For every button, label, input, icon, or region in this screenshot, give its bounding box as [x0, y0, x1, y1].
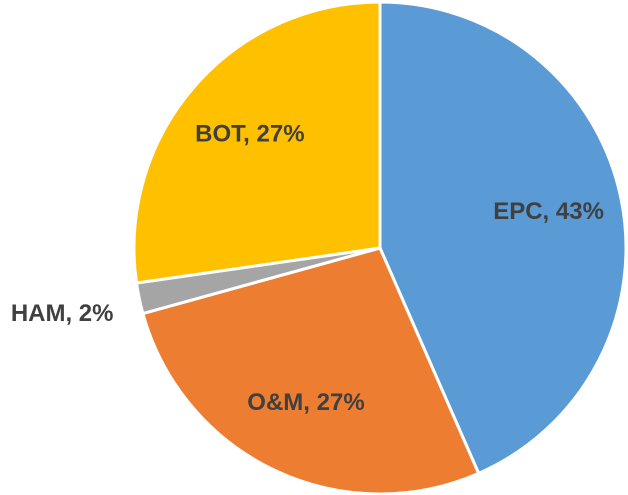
pie-slice	[132, 0, 382, 285]
pie-slice	[141, 246, 481, 495]
data-label: O&M, 27%	[247, 389, 364, 416]
data-label: HAM, 2%	[11, 300, 114, 327]
data-label: EPC, 43%	[493, 198, 604, 225]
pie-slice	[378, 0, 628, 476]
data-label: BOT, 27%	[195, 121, 304, 148]
